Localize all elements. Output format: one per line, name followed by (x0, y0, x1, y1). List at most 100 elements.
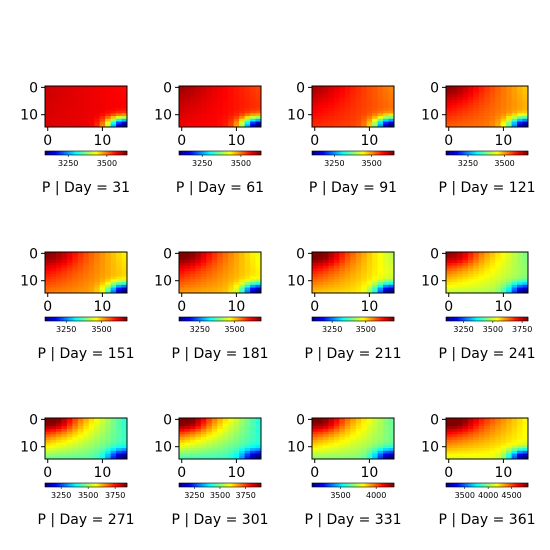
heatmap-cell (323, 282, 329, 285)
heatmap-cell (190, 434, 196, 437)
heatmap-cell (250, 437, 256, 440)
heatmap-cell (468, 89, 474, 92)
heatmap-cell (328, 454, 334, 457)
x-tick-label: 10 (494, 133, 512, 149)
heatmap-cell (116, 440, 122, 443)
heatmap-cell (83, 282, 89, 285)
heatmap-cell (383, 426, 389, 429)
heatmap-cell (206, 448, 212, 451)
heatmap-cell (517, 94, 523, 97)
heatmap-cell (312, 271, 318, 274)
heatmap-cell (446, 113, 452, 116)
heatmap-cell (217, 429, 223, 432)
heatmap-cell (356, 277, 362, 280)
heatmap-cell (206, 440, 212, 443)
heatmap-cell (328, 437, 334, 440)
heatmap-cell (383, 440, 389, 443)
heatmap-cell (72, 100, 78, 103)
heatmap-cell (361, 445, 367, 448)
heatmap-cell (356, 274, 362, 277)
heatmap-cell (446, 423, 452, 426)
subplot-2: 0100 103250 3500P | Day = 61 (154, 80, 264, 196)
colorbar-tick-label: 4500 (501, 491, 521, 500)
heatmap-cell (184, 94, 190, 97)
heatmap-cell (446, 102, 452, 105)
heatmap-cell (50, 432, 56, 435)
heatmap-cell (312, 451, 318, 454)
heatmap-cell (184, 100, 190, 103)
heatmap-cell (100, 426, 106, 429)
heatmap-cell (484, 257, 490, 260)
heatmap-cell (184, 89, 190, 92)
heatmap-cell (250, 89, 256, 92)
heatmap-cell (67, 434, 73, 437)
heatmap-cell (83, 116, 89, 119)
heatmap-cell (383, 432, 389, 435)
heatmap-cell (100, 429, 106, 432)
heatmap-cell (45, 108, 51, 111)
heatmap-cell (457, 448, 463, 451)
heatmap-cell (206, 285, 212, 288)
heatmap-cell (116, 451, 122, 454)
heatmap-cell (462, 288, 468, 291)
heatmap-cell (201, 274, 207, 277)
heatmap-cell (451, 434, 457, 437)
heatmap-cells (45, 418, 127, 459)
heatmap-cell (345, 274, 351, 277)
heatmap-cell (190, 105, 196, 108)
heatmap-cell (317, 432, 323, 435)
heatmap-cell (223, 277, 229, 280)
heatmap-cell (45, 122, 51, 125)
x-tick-label: 0 (310, 299, 319, 315)
heatmap-cell (94, 277, 100, 280)
heatmap-cell (61, 445, 67, 448)
heatmap-cell (179, 263, 185, 266)
heatmap-cell (67, 105, 73, 108)
heatmap-cell (317, 440, 323, 443)
heatmap-cell (228, 434, 234, 437)
heatmap-cell (334, 260, 340, 263)
heatmap-cell (457, 434, 463, 437)
heatmap-cell (105, 434, 111, 437)
heatmap-cell (451, 279, 457, 282)
heatmap-cell (234, 91, 240, 94)
heatmap-cell (223, 108, 229, 111)
heatmap-cell (501, 113, 507, 116)
heatmap-cell (50, 263, 56, 266)
heatmap-cell (94, 113, 100, 116)
heatmap-cell (94, 257, 100, 260)
heatmap-cell (223, 426, 229, 429)
heatmap-cell (195, 448, 201, 451)
heatmap-cell (111, 434, 117, 437)
heatmap-cell (356, 434, 362, 437)
heatmap-cell (451, 122, 457, 125)
heatmap-cell (367, 113, 373, 116)
heatmap-cell (195, 122, 201, 125)
heatmap-cell (468, 448, 474, 451)
heatmap-cell (223, 282, 229, 285)
heatmap-cell (50, 268, 56, 271)
heatmap-cell (67, 279, 73, 282)
y-tick-label: 0 (296, 80, 305, 96)
heatmap-cell (250, 119, 256, 122)
heatmap-cell (479, 257, 485, 260)
heatmap-cell (100, 105, 106, 108)
heatmap-cell (89, 105, 95, 108)
heatmap-cell (212, 122, 218, 125)
heatmap-cell (195, 440, 201, 443)
heatmap-cell (67, 451, 73, 454)
heatmap-cell (239, 266, 245, 269)
heatmap-cell (217, 105, 223, 108)
heatmap-cell (361, 105, 367, 108)
x-tick-label: 0 (444, 299, 453, 315)
heatmap-cell (490, 108, 496, 111)
heatmap-cell (517, 454, 523, 457)
heatmap-cell (361, 434, 367, 437)
heatmap-cell (201, 116, 207, 119)
heatmap-cell (361, 257, 367, 260)
heatmap-cell (339, 448, 345, 451)
heatmap-cell (239, 260, 245, 263)
heatmap-cell (378, 279, 384, 282)
heatmap-cell (378, 260, 384, 263)
heatmap-cell (89, 102, 95, 105)
